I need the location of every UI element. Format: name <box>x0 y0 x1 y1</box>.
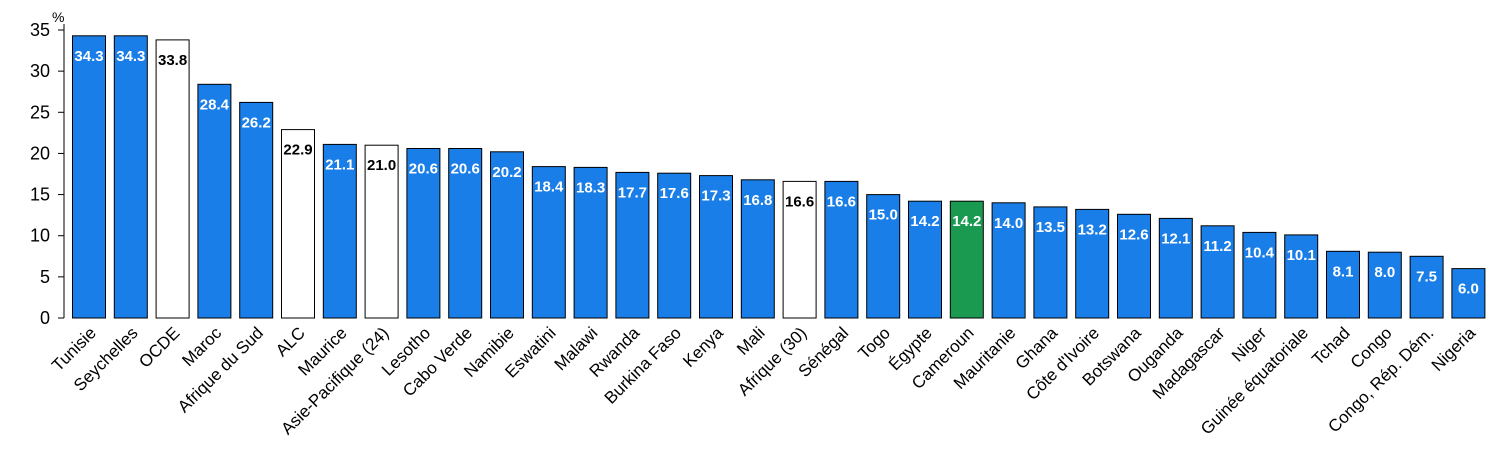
x-tick-label: Nigeria <box>1428 323 1480 375</box>
bar <box>824 180 859 319</box>
bar <box>866 194 901 319</box>
y-unit-label: % <box>52 9 64 25</box>
bar <box>1117 213 1151 319</box>
bar <box>1200 225 1235 319</box>
bar <box>322 143 357 319</box>
bar-value-label: 16.6 <box>827 193 856 210</box>
bar <box>657 172 692 319</box>
bar <box>740 179 775 319</box>
bar <box>699 175 733 319</box>
bar-value-label: 28.4 <box>200 96 230 113</box>
bar-value-label: 14.0 <box>994 215 1023 232</box>
bar-value-label: 18.4 <box>534 179 564 196</box>
bar-value-label: 34.3 <box>116 48 145 65</box>
bar-value-label: 34.3 <box>74 48 103 65</box>
bar <box>1242 231 1277 319</box>
bar-value-label: 14.2 <box>910 213 939 230</box>
x-tick-label: Mali <box>733 323 768 358</box>
y-tick-label: 25 <box>30 102 50 122</box>
bar-value-label: 8.0 <box>1374 264 1395 281</box>
bar-value-label: 14.2 <box>952 213 981 230</box>
y-tick-label: 5 <box>40 267 50 287</box>
x-tick-label: Kenya <box>679 323 727 371</box>
bar <box>113 35 148 319</box>
bar-value-label: 10.4 <box>1245 244 1275 261</box>
bar-value-label: 10.1 <box>1287 247 1316 264</box>
bar-value-label: 21.0 <box>367 157 396 174</box>
bar <box>615 171 650 319</box>
y-tick-label: 35 <box>30 20 50 40</box>
bar-value-label: 16.8 <box>743 192 772 209</box>
bar <box>155 39 190 319</box>
bar <box>197 83 232 319</box>
bar <box>1033 206 1068 319</box>
bar <box>72 35 106 319</box>
bar <box>1158 217 1193 319</box>
x-tick-label: OCDE <box>135 323 183 371</box>
bar <box>281 129 315 319</box>
bar-value-label: 33.8 <box>158 52 187 69</box>
bar-value-label: 21.1 <box>325 156 354 173</box>
bar-value-label: 18.3 <box>576 179 605 196</box>
bar-value-label: 22.9 <box>283 142 312 159</box>
bar-value-label: 17.6 <box>660 185 689 202</box>
bar <box>573 166 608 319</box>
bar-value-label: 26.2 <box>242 114 271 131</box>
bar <box>1326 250 1360 319</box>
y-axis: 0 5 10 15 20 25 30 35% <box>30 9 65 328</box>
bar <box>1409 255 1444 319</box>
bar <box>991 202 1026 319</box>
bar <box>1284 234 1319 319</box>
bar <box>448 148 483 319</box>
bar-value-label: 17.3 <box>701 188 730 205</box>
bar-value-label: 13.2 <box>1078 221 1107 238</box>
bar-value-label: 20.2 <box>492 164 521 181</box>
bar-value-label: 13.5 <box>1036 219 1065 236</box>
bar <box>949 200 984 319</box>
bar <box>908 200 942 319</box>
y-tick-label: 30 <box>30 61 50 81</box>
y-tick-label: 20 <box>30 143 50 163</box>
bar-value-label: 11.2 <box>1203 238 1231 255</box>
bar-value-label: 20.6 <box>409 161 438 178</box>
bars: 34.3 34.3 33.8 28.4 26.2 22.9 21.1 21.0 20.6 20.6… <box>72 35 1486 319</box>
bar <box>1075 208 1110 319</box>
bar-value-label: 16.6 <box>785 193 814 210</box>
bar-value-label: 6.0 <box>1458 281 1479 298</box>
bar-value-label: 7.5 <box>1416 268 1437 285</box>
bar <box>1451 268 1486 319</box>
y-tick-label: 10 <box>30 226 50 246</box>
bar <box>406 148 441 319</box>
x-tick-label: Tchad <box>1308 323 1354 369</box>
bar-value-label: 12.6 <box>1119 226 1148 243</box>
bar <box>364 144 399 319</box>
bar-value-label: 17.7 <box>618 184 647 201</box>
bar <box>531 166 566 319</box>
bar-value-label: 12.1 <box>1161 230 1190 247</box>
bar <box>1367 251 1402 319</box>
bar-value-label: 15.0 <box>869 207 898 224</box>
x-tick-label: ALC <box>272 323 309 360</box>
bar <box>782 180 817 319</box>
bar-value-label: 20.6 <box>451 161 480 178</box>
bar <box>490 151 524 319</box>
y-tick-label: 0 <box>40 308 50 328</box>
bar-value-label: 8.1 <box>1333 263 1354 280</box>
bar <box>239 101 274 319</box>
y-tick-label: 15 <box>30 185 50 205</box>
